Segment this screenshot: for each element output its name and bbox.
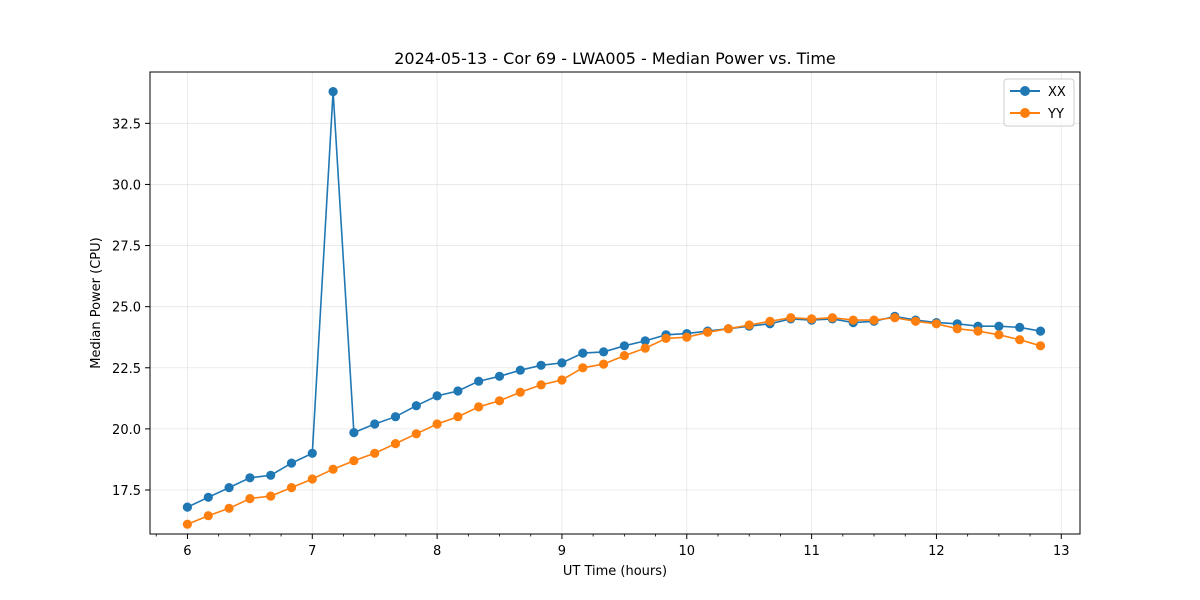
data-point-xx	[640, 336, 650, 346]
data-point-xx	[432, 391, 442, 401]
x-tick-label: 9	[558, 544, 566, 559]
data-point-xx	[411, 401, 421, 411]
data-point-yy	[931, 319, 942, 329]
data-point-xx	[599, 347, 609, 357]
legend: XX YY	[1003, 78, 1075, 127]
data-point-yy	[515, 387, 525, 397]
data-point-xx	[286, 458, 297, 468]
data-point-yy	[869, 315, 879, 325]
data-point-yy	[328, 464, 338, 474]
y-tick-label: 27.5	[112, 240, 141, 255]
series-line-xx	[187, 91, 1041, 508]
data-point-yy	[390, 439, 401, 449]
data-point-yy	[370, 448, 380, 458]
data-point-yy	[682, 332, 692, 342]
data-point-yy	[619, 351, 630, 361]
data-point-yy	[536, 380, 546, 390]
x-tick-label: 11	[803, 544, 820, 559]
x-axis-label: UT Time (hours)	[563, 564, 667, 579]
y-tick-label: 22.5	[112, 362, 141, 377]
data-point-xx	[307, 448, 317, 458]
data-point-xx	[619, 341, 630, 351]
data-point-xx	[994, 321, 1004, 331]
data-point-yy	[786, 313, 796, 323]
data-point-yy	[807, 314, 817, 324]
data-point-yy	[890, 313, 900, 323]
data-point-yy	[245, 494, 255, 504]
data-point-xx	[370, 419, 380, 429]
data-point-xx	[536, 360, 546, 370]
series-group	[182, 87, 1046, 529]
x-axis-ticks: 6 7 8 9 10 11 12 13	[155, 534, 1070, 559]
data-point-yy	[203, 511, 213, 521]
data-point-xx	[557, 358, 567, 368]
legend-marker-yy	[1020, 108, 1030, 118]
legend-marker-xx	[1020, 86, 1030, 96]
data-point-xx	[245, 473, 255, 483]
data-point-yy	[661, 333, 671, 343]
x-tick-label: 13	[1053, 544, 1070, 559]
data-point-yy	[411, 429, 421, 439]
plot-frame	[149, 71, 1081, 535]
data-point-yy	[911, 316, 921, 326]
legend-label-xx: XX	[1048, 85, 1066, 100]
y-tick-label: 30.0	[112, 178, 141, 193]
data-point-xx	[453, 386, 463, 396]
data-point-yy	[723, 324, 734, 334]
grid	[150, 72, 1080, 534]
data-point-xx	[328, 87, 338, 97]
data-point-yy	[578, 363, 588, 373]
data-point-yy	[286, 483, 297, 493]
data-point-yy	[307, 474, 317, 484]
data-point-xx	[349, 428, 359, 438]
data-point-xx	[224, 483, 234, 493]
y-tick-label: 17.5	[112, 484, 141, 499]
chart-title: 2024-05-13 - Cor 69 - LWA005 - Median Po…	[394, 49, 836, 68]
data-point-yy	[432, 419, 442, 429]
data-point-xx	[578, 348, 588, 358]
data-point-xx	[1035, 326, 1046, 336]
legend-label-yy: YY	[1047, 107, 1064, 122]
data-point-yy	[640, 343, 650, 353]
y-tick-label: 32.5	[112, 117, 141, 132]
data-point-xx	[494, 371, 505, 381]
data-point-yy	[182, 519, 192, 529]
data-point-yy	[1015, 335, 1025, 345]
data-point-yy	[453, 412, 463, 422]
data-point-yy	[474, 402, 484, 412]
data-point-xx	[474, 376, 484, 386]
y-tick-label: 20.0	[112, 423, 141, 438]
data-point-yy	[224, 503, 234, 513]
data-point-yy	[994, 330, 1004, 340]
data-point-yy	[848, 315, 858, 325]
y-axis-label: Median Power (CPU)	[89, 237, 104, 368]
data-point-yy	[765, 316, 775, 326]
data-point-xx	[203, 492, 213, 502]
data-point-yy	[599, 359, 609, 369]
series-yy	[182, 313, 1046, 529]
x-tick-label: 12	[928, 544, 945, 559]
data-point-yy	[703, 327, 713, 337]
data-point-yy	[1035, 341, 1046, 351]
data-point-yy	[973, 326, 983, 336]
x-tick-label: 8	[433, 544, 441, 559]
x-tick-label: 10	[679, 544, 696, 559]
x-tick-label: 7	[308, 544, 316, 559]
data-point-xx	[1015, 322, 1025, 332]
data-point-xx	[390, 412, 401, 422]
data-point-xx	[515, 365, 525, 375]
data-point-yy	[494, 396, 505, 406]
data-point-yy	[266, 491, 276, 501]
y-tick-label: 25.0	[112, 301, 141, 316]
data-point-xx	[182, 502, 192, 512]
x-tick-label: 6	[183, 544, 191, 559]
data-point-xx	[266, 470, 276, 480]
y-axis-ticks: 17.5 20.0 22.5 25.0 27.5 30.0 32.5	[112, 117, 150, 499]
data-point-yy	[827, 313, 838, 323]
data-point-yy	[744, 320, 754, 330]
data-point-yy	[349, 456, 359, 466]
data-point-yy	[952, 324, 962, 334]
data-point-yy	[557, 375, 567, 385]
